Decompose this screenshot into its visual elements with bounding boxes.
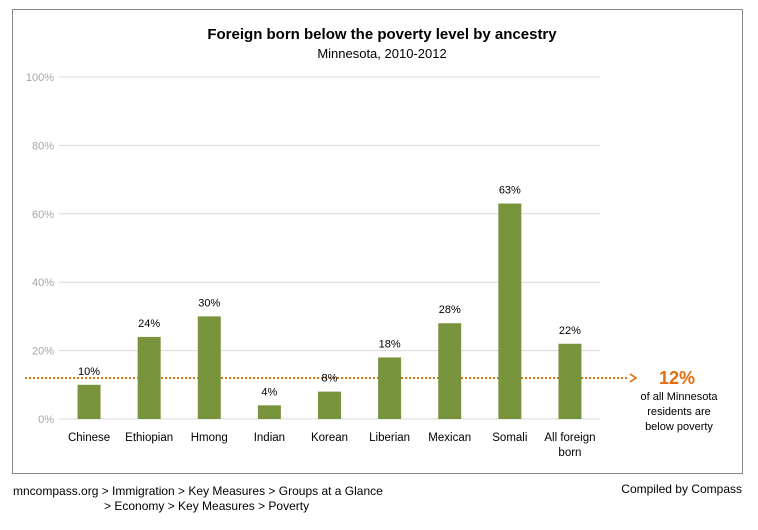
chart-subtitle: Minnesota, 2010-2012 <box>317 46 446 61</box>
data-label: 10% <box>78 366 100 378</box>
x-tick-label: Korean <box>311 432 348 444</box>
chart-title: Foreign born below the poverty level by … <box>207 26 557 43</box>
bar <box>438 323 462 419</box>
bar <box>257 405 281 419</box>
x-tick-label: Chinese <box>68 432 110 444</box>
y-tick-label: 0% <box>38 414 54 426</box>
source-line-2: > Economy > Key Measures > Poverty <box>104 499 310 513</box>
x-tick-label: Somali <box>492 432 527 444</box>
bar <box>498 203 522 419</box>
data-label: 4% <box>261 386 277 398</box>
data-label: 30% <box>198 297 220 309</box>
chart-frame: Foreign born below the poverty level by … <box>12 9 743 474</box>
reference-arrow-icon <box>629 373 638 383</box>
reference-value: 12% <box>659 368 695 388</box>
data-label: 8% <box>322 373 338 385</box>
data-label: 18% <box>379 338 401 350</box>
y-tick-label: 100% <box>26 72 54 84</box>
data-label: 28% <box>439 304 461 316</box>
bar <box>197 316 221 419</box>
bar <box>378 357 402 419</box>
y-tick-label: 60% <box>32 209 54 221</box>
x-tick-label: born <box>558 447 581 459</box>
compiled-by-credit: Compiled by Compass <box>621 482 742 496</box>
bar <box>558 343 582 419</box>
y-tick-label: 40% <box>32 277 54 289</box>
y-tick-label: 20% <box>32 346 54 358</box>
data-label: 22% <box>559 325 581 337</box>
y-tick-label: 80% <box>32 140 54 152</box>
bar <box>77 384 101 419</box>
reference-note: of all Minnesota <box>640 391 718 403</box>
reference-note: below poverty <box>645 421 713 433</box>
x-tick-label: Hmong <box>191 432 228 444</box>
reference-note: residents are <box>647 406 711 418</box>
source-line-1: mncompass.org > Immigration > Key Measur… <box>13 484 383 498</box>
x-tick-label: Indian <box>254 432 285 444</box>
bar-chart: Foreign born below the poverty level by … <box>25 26 718 459</box>
bar <box>318 391 341 419</box>
data-label: 63% <box>499 185 521 197</box>
bar <box>137 336 161 419</box>
x-tick-label: Ethiopian <box>125 432 173 444</box>
data-label: 24% <box>138 318 160 330</box>
x-tick-label: Mexican <box>428 432 471 444</box>
x-tick-label: All foreign <box>544 432 595 444</box>
x-tick-label: Liberian <box>369 432 410 444</box>
